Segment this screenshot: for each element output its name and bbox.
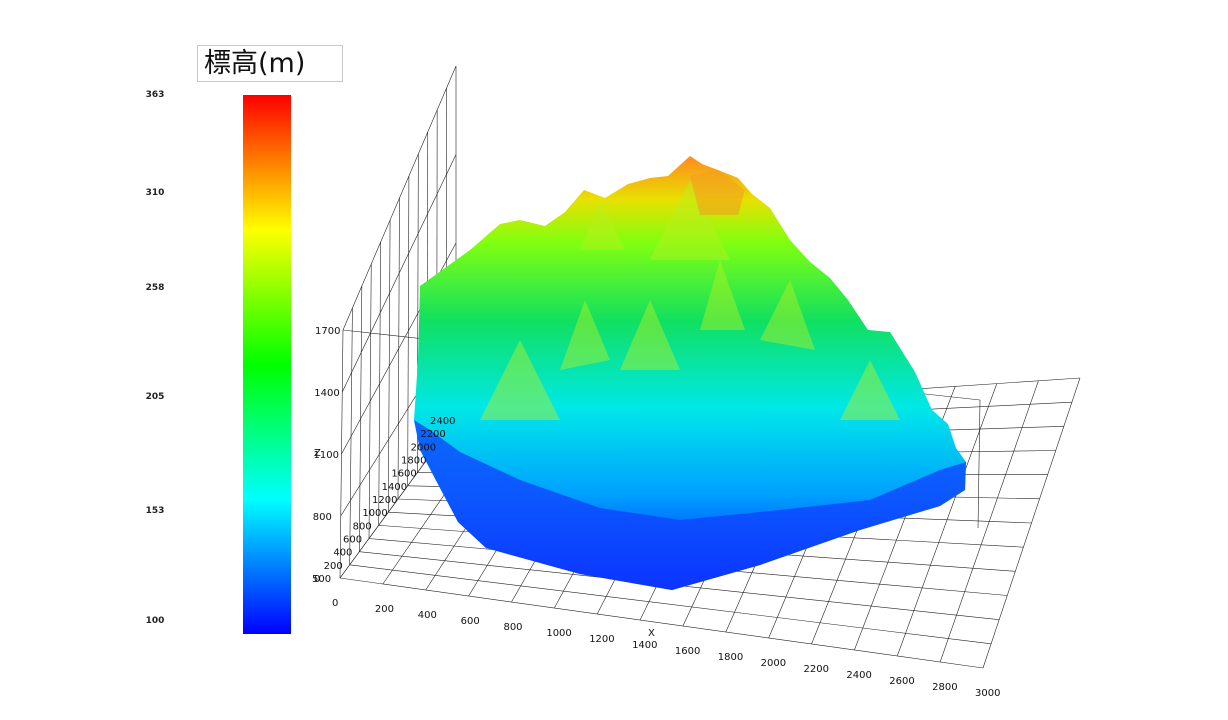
floor-grid-line	[339, 577, 984, 669]
wall-grid-line	[342, 65, 457, 331]
y-tick-label: 2400	[430, 416, 455, 427]
x-tick-label: 1200	[589, 634, 614, 645]
x-tick-label: 1800	[718, 652, 743, 663]
colorbar-tick-label: 310	[145, 188, 165, 198]
colorbar-tick-label: 100	[145, 616, 165, 626]
x-axis-label: X	[648, 628, 655, 639]
x-tick-label: 400	[418, 610, 437, 621]
y-tick-label: 2200	[420, 429, 445, 440]
colorbar-tick-label: 205	[145, 392, 165, 402]
z-axis-label: Z	[314, 448, 321, 459]
y-tick-label: 200	[324, 561, 343, 572]
z-tick-label: 1400	[314, 388, 339, 399]
z-tick-label: 1100	[314, 450, 339, 461]
y-tick-label: 600	[343, 535, 362, 546]
legend-title: 標高(m)	[197, 45, 343, 82]
x-tick-label: 800	[503, 622, 522, 633]
wall-grid-line	[341, 154, 457, 393]
x-tick-label: 2400	[846, 670, 871, 681]
y-tick-label: 1000	[362, 508, 387, 519]
x-tick-label: 3000	[975, 688, 1000, 699]
terrain-ridge	[700, 260, 745, 330]
terrain-ridge	[760, 280, 815, 350]
terrain-surface	[414, 156, 966, 590]
y-tick-label: 1600	[391, 469, 416, 480]
colorbar-tick-label: 363	[145, 90, 165, 100]
terrain-ridge	[560, 300, 610, 370]
axis-labels: 0200400600800100012001400160018002000220…	[312, 326, 1000, 699]
y-tick-label: 800	[353, 521, 372, 532]
x-tick-label: 200	[375, 604, 394, 615]
colorbar-tick-label: 258	[145, 283, 165, 293]
z-tick-label: 1700	[315, 326, 340, 337]
y-tick-label: 1400	[382, 482, 407, 493]
x-tick-label: 2600	[889, 676, 914, 687]
y-tick-label: 2000	[411, 442, 436, 453]
colorbar-tick-label: 153	[145, 506, 165, 516]
y-tick-label: 0	[314, 574, 320, 585]
terrain-ridge	[580, 200, 625, 250]
terrain-ridge	[840, 360, 900, 420]
y-tick-label: 1800	[401, 456, 426, 467]
floor-grid-line	[349, 564, 992, 645]
terrain-body	[414, 156, 966, 590]
x-tick-label: 2000	[761, 658, 786, 669]
x-tick-label: 2800	[932, 682, 957, 693]
x-tick-label: 1600	[675, 646, 700, 657]
box-edge-line	[977, 399, 981, 529]
terrain-ridge	[620, 300, 680, 370]
x-tick-label: 2200	[804, 664, 829, 675]
x-tick-label: 0	[332, 598, 338, 609]
terrain-peak	[690, 170, 745, 215]
z-tick-label: 500	[312, 574, 331, 585]
y-tick-label: 400	[333, 548, 352, 559]
x-tick-label: 1000	[546, 628, 571, 639]
z-tick-label: 800	[313, 512, 332, 523]
terrain-front-face	[414, 420, 966, 590]
terrain-ridge	[480, 340, 560, 420]
y-tick-label: 1200	[372, 495, 397, 506]
terrain-ridge	[650, 180, 730, 260]
x-tick-label: 600	[461, 616, 480, 627]
x-tick-label: 1400	[632, 640, 657, 651]
elevation-colorbar	[243, 95, 291, 634]
